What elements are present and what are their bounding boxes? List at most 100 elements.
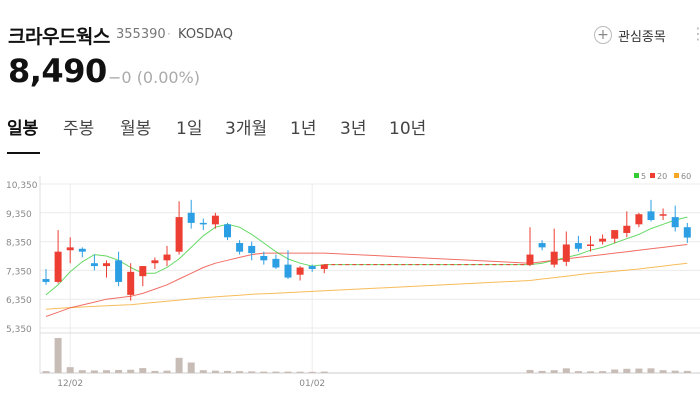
candle-body xyxy=(115,260,123,282)
candle-body xyxy=(163,254,171,261)
volume-bar xyxy=(611,369,619,373)
price-change: −0 (0.00%) xyxy=(108,68,200,87)
volume-bar xyxy=(671,370,679,373)
candle-body xyxy=(211,215,219,225)
candle-body xyxy=(587,244,594,246)
candle-body xyxy=(562,244,570,262)
ma60-line xyxy=(45,262,688,310)
stock-name: 크라우드웍스 xyxy=(8,26,110,48)
candle-body xyxy=(683,227,691,238)
tab-monthly[interactable]: 월봉 xyxy=(120,119,152,139)
volume-bar xyxy=(103,370,110,373)
ma20-line xyxy=(45,244,688,317)
legend-label: 5 xyxy=(641,172,646,181)
volume-bar xyxy=(574,371,582,373)
period-tabs: 일봉 주봉 월봉 1일 3개월 1년 3년 10년 xyxy=(0,112,700,154)
candle-body xyxy=(42,279,50,282)
x-tick-label: 01/02 xyxy=(299,379,325,389)
legend-swatch xyxy=(650,173,655,178)
candle-body xyxy=(526,254,534,265)
y-tick-label: 8,350 xyxy=(6,239,32,249)
stock-chart[interactable]: 10,350 9,350 8,350 7,350 6,350 5,350 12/02 01/0… xyxy=(0,168,700,400)
tab-weekly[interactable]: 주봉 xyxy=(63,119,95,139)
y-tick-label: 10,350 xyxy=(6,181,38,191)
volume-bar xyxy=(224,370,231,373)
candle-body xyxy=(139,266,147,277)
volume-bar xyxy=(236,371,244,373)
chart-canvas[interactable]: 10,350 9,350 8,350 7,350 6,350 5,350 12/02 01/0… xyxy=(0,168,700,400)
candle-body xyxy=(320,264,328,269)
volume-bar xyxy=(320,371,328,373)
volume-bar xyxy=(163,370,171,373)
volume-bar xyxy=(623,368,631,373)
stock-code: 355390 xyxy=(116,27,166,42)
volume-bar xyxy=(151,370,159,373)
volume-bar xyxy=(66,367,74,373)
volume-bar xyxy=(78,370,86,373)
volume-bar xyxy=(635,368,643,373)
change-sign: − xyxy=(108,68,122,87)
volume-bar xyxy=(538,370,546,373)
candle-body xyxy=(224,224,231,238)
stock-header: 크라우드웍스 355390 · KOSDAQ + 관심종목 ⋮ 8,490 −0… xyxy=(0,0,700,100)
volume-bar xyxy=(139,368,147,373)
legend-label: 60 xyxy=(681,172,691,181)
candle-body xyxy=(90,263,98,267)
watchlist-label: 관심종목 xyxy=(618,29,666,45)
y-tick-label: 9,350 xyxy=(6,210,32,220)
volume-bar xyxy=(272,371,280,373)
candle-body xyxy=(260,256,268,261)
volume-bar xyxy=(127,369,135,373)
candle-body xyxy=(54,251,62,282)
tab-3year[interactable]: 3년 xyxy=(340,119,367,139)
candle-body xyxy=(659,214,667,216)
candle-body xyxy=(248,245,256,254)
tab-1year[interactable]: 1년 xyxy=(290,119,317,139)
market-name: KOSDAQ xyxy=(178,27,233,42)
y-tick-label: 7,350 xyxy=(6,267,32,277)
change-value: 0 xyxy=(121,68,132,87)
more-icon[interactable]: ⋮ xyxy=(690,24,700,43)
candle-body xyxy=(236,243,244,252)
separator-dot: · xyxy=(167,27,171,41)
candle-body xyxy=(550,251,558,265)
y-tick-label: 5,350 xyxy=(6,325,32,335)
volume-bar xyxy=(683,370,691,373)
candle-body xyxy=(199,222,207,225)
candle-body xyxy=(647,211,655,220)
volume-bar xyxy=(211,370,219,373)
candle-body xyxy=(623,225,631,233)
volume-bar xyxy=(562,368,570,373)
candle-body xyxy=(296,267,304,275)
tab-3month[interactable]: 3개월 xyxy=(225,119,268,139)
add-watchlist-button[interactable]: + 관심종목 xyxy=(594,24,666,46)
legend-label: 20 xyxy=(657,172,667,181)
change-percent: (0.00%) xyxy=(136,68,200,87)
legend-swatch xyxy=(674,173,679,178)
tab-10year[interactable]: 10년 xyxy=(389,119,427,139)
active-tab-indicator xyxy=(7,152,40,154)
volume-bar xyxy=(550,370,558,373)
x-tick-label: 12/02 xyxy=(57,379,83,389)
candle-body xyxy=(151,260,159,264)
tab-1day[interactable]: 1일 xyxy=(176,119,203,139)
candle-body xyxy=(611,230,619,239)
volume-bar xyxy=(308,371,316,373)
candle-body xyxy=(635,214,643,225)
candle-body xyxy=(127,271,135,295)
volume-bar xyxy=(175,357,183,373)
candle-body xyxy=(538,243,546,248)
volume-bar xyxy=(284,371,292,373)
tab-daily[interactable]: 일봉 xyxy=(7,119,39,139)
volume-bar xyxy=(599,371,607,373)
volume-bar xyxy=(90,370,98,373)
current-price: 8,490 xyxy=(8,52,107,90)
candle-body xyxy=(671,217,679,228)
candle-body xyxy=(66,247,74,251)
candle-body xyxy=(284,264,292,278)
legend-swatch xyxy=(634,173,639,178)
volume-bar xyxy=(199,370,207,373)
volume-bar xyxy=(647,368,655,373)
plus-icon: + xyxy=(594,26,612,44)
volume-bar xyxy=(587,371,594,373)
